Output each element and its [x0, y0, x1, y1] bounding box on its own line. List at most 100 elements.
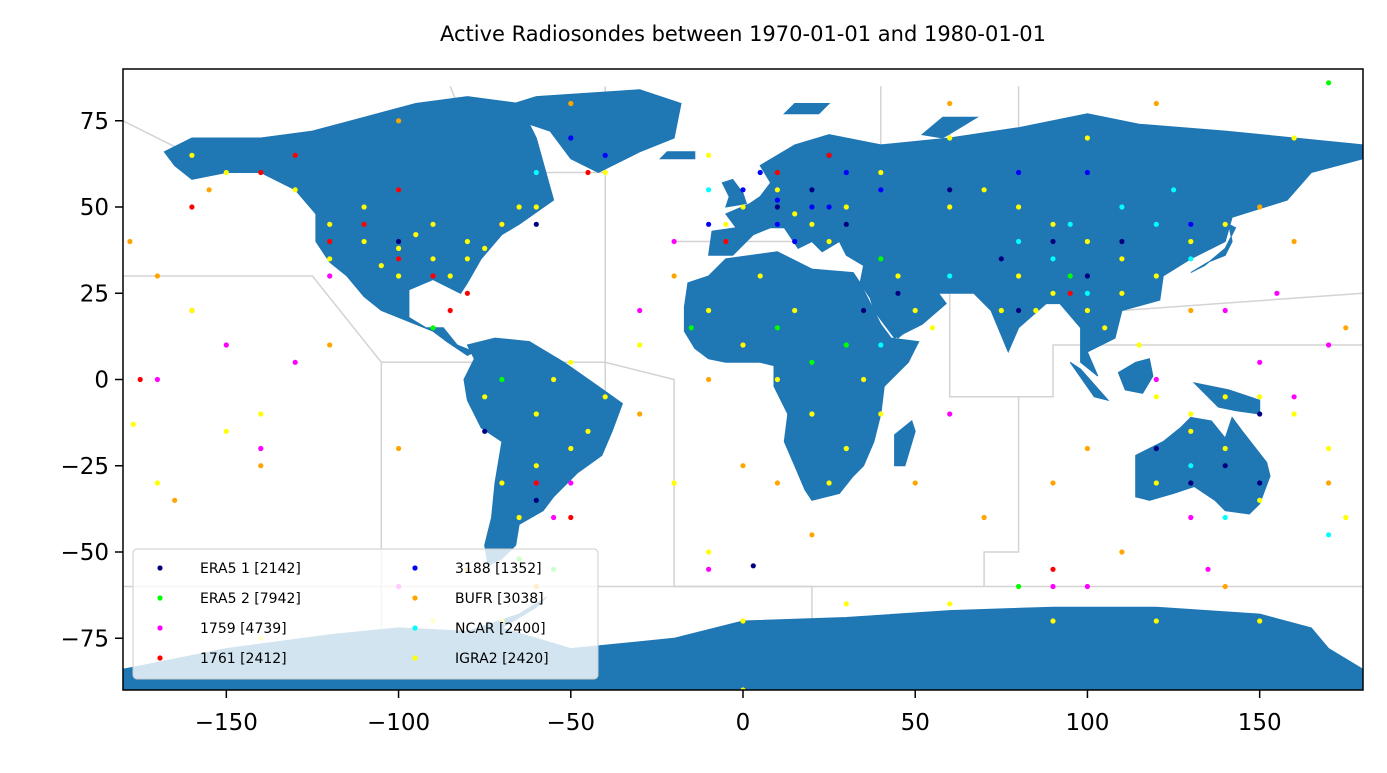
- point-series-7: [809, 411, 815, 417]
- point-series-7: [1119, 290, 1125, 296]
- point-series-4: [1016, 169, 1022, 176]
- point-series-7: [223, 169, 229, 176]
- point-series-2: [327, 273, 333, 279]
- point-series-7: [740, 342, 746, 348]
- point-series-7: [843, 445, 849, 452]
- point-series-7: [1050, 618, 1056, 624]
- point-series-7: [912, 307, 918, 314]
- legend-marker: [157, 595, 163, 601]
- point-series-2: [1326, 342, 1332, 348]
- point-series-3: [568, 514, 574, 521]
- point-series-3: [585, 169, 591, 176]
- y-tick-label: −75: [60, 626, 109, 652]
- point-series-0: [998, 256, 1004, 262]
- land-madagascar: [894, 420, 916, 467]
- point-series-7: [1153, 480, 1159, 486]
- point-series-4: [774, 221, 781, 227]
- point-series-7: [413, 232, 419, 238]
- point-series-7: [1084, 307, 1090, 314]
- point-series-7: [499, 221, 505, 227]
- point-series-7: [447, 273, 453, 279]
- x-tick-label: 150: [1238, 710, 1282, 736]
- land-novaya-zemlya: [920, 116, 980, 139]
- point-series-7: [1222, 394, 1228, 400]
- y-tick-label: 75: [80, 109, 109, 135]
- point-series-2: [1274, 290, 1280, 296]
- point-series-3: [258, 169, 264, 176]
- point-series-7: [1016, 273, 1022, 279]
- point-series-1: [1067, 273, 1073, 279]
- point-series-0: [1188, 480, 1194, 486]
- legend-marker: [412, 625, 418, 631]
- point-series-7: [516, 204, 522, 210]
- point-series-5: [258, 463, 264, 469]
- point-series-2: [568, 480, 574, 486]
- point-series-7: [706, 549, 712, 555]
- point-series-3: [292, 152, 298, 158]
- point-series-2: [258, 445, 264, 452]
- point-series-2: [551, 514, 557, 521]
- point-series-5: [1222, 583, 1228, 590]
- point-series-6: [1119, 204, 1125, 210]
- point-series-7: [430, 221, 436, 227]
- point-series-3: [826, 152, 832, 158]
- point-series-7: [1188, 411, 1194, 417]
- point-series-2: [1153, 376, 1159, 383]
- y-tick-label: −25: [60, 454, 109, 480]
- legend-marker: [412, 655, 418, 661]
- point-series-5: [1084, 445, 1090, 452]
- point-series-7: [1016, 204, 1022, 210]
- point-series-7: [568, 359, 574, 365]
- point-series-6: [1050, 256, 1056, 262]
- point-series-7: [706, 307, 712, 314]
- point-series-7: [1084, 135, 1090, 141]
- point-series-0: [482, 428, 488, 434]
- point-series-0: [1257, 480, 1263, 486]
- point-series-7: [1084, 238, 1090, 245]
- point-series-7: [826, 238, 832, 245]
- point-series-3: [327, 238, 333, 245]
- point-series-4: [809, 204, 815, 210]
- point-series-3: [189, 204, 195, 210]
- point-series-3: [430, 273, 436, 279]
- point-series-5: [740, 463, 746, 469]
- point-series-2: [671, 238, 677, 245]
- point-series-7: [1257, 394, 1263, 400]
- point-series-5: [706, 376, 712, 383]
- point-series-3: [447, 307, 453, 314]
- point-series-5: [947, 100, 953, 107]
- point-series-7: [895, 273, 901, 279]
- point-series-6: [1016, 238, 1022, 245]
- point-series-7: [1291, 135, 1297, 141]
- point-series-7: [154, 480, 160, 486]
- point-series-7: [792, 307, 798, 314]
- point-series-3: [723, 238, 729, 245]
- point-series-3: [396, 187, 402, 193]
- point-series-7: [843, 601, 849, 607]
- legend-marker: [157, 565, 163, 571]
- x-tick-label: 50: [901, 710, 930, 736]
- legend-label: NCAR [2400]: [455, 621, 546, 637]
- point-series-7: [1257, 618, 1263, 624]
- point-series-7: [327, 221, 333, 227]
- point-series-7: [189, 307, 195, 314]
- point-series-6: [1188, 463, 1194, 469]
- legend-marker: [157, 625, 163, 631]
- x-tick-label: −50: [547, 710, 596, 736]
- legend-label: 3188 [1352]: [455, 561, 542, 577]
- point-series-7: [947, 135, 953, 141]
- land-masses: [123, 89, 1363, 690]
- point-series-7: [516, 514, 522, 521]
- point-series-7: [1222, 445, 1228, 452]
- point-series-1: [774, 325, 781, 331]
- x-axis: −150 −100 −50 0 50 100 150: [195, 690, 1282, 736]
- point-series-1: [688, 325, 694, 331]
- point-series-5: [154, 273, 160, 279]
- point-series-1: [1016, 583, 1022, 590]
- point-series-7: [740, 204, 746, 210]
- point-series-5: [981, 514, 987, 521]
- point-series-6: [1171, 187, 1177, 193]
- point-series-7: [499, 480, 505, 486]
- point-series-7: [602, 394, 608, 400]
